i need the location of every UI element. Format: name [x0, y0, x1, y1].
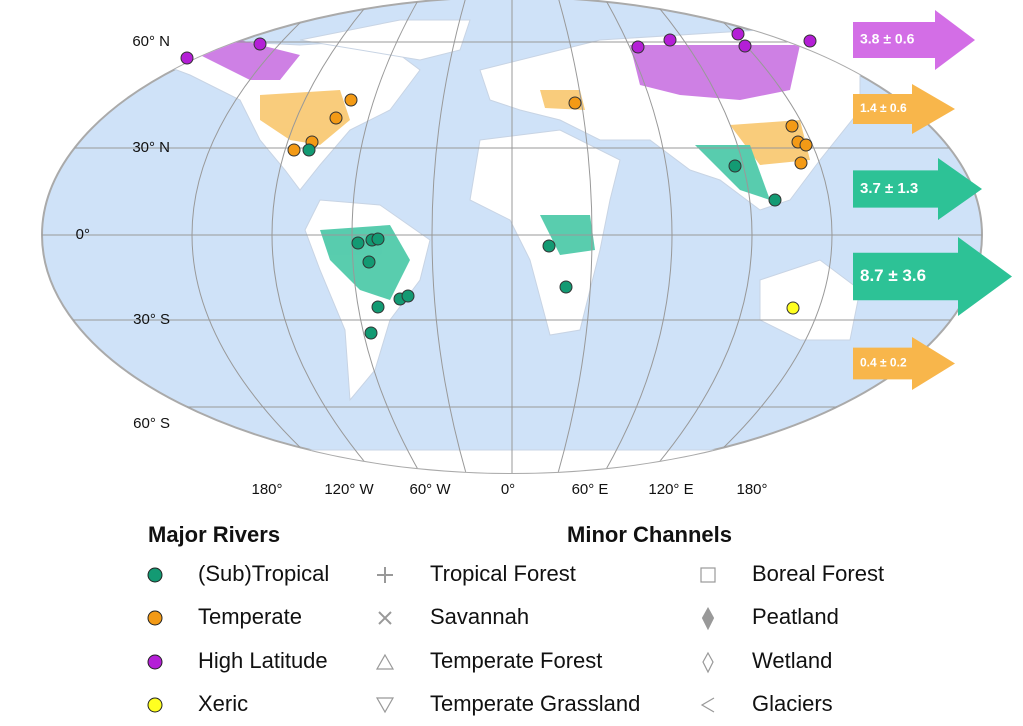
lat-label: 60° N [132, 33, 170, 50]
site [542, 239, 556, 253]
site [364, 326, 378, 340]
legend-symbol [147, 697, 163, 713]
site [329, 111, 343, 125]
greenland [299, 19, 471, 61]
flux-arrow [853, 158, 982, 220]
site [568, 96, 582, 110]
lat-label: 30° N [132, 139, 170, 156]
flux-label: 0.4 ± 0.2 [860, 356, 907, 370]
flux-label: 1.4 ± 0.6 [860, 101, 907, 115]
river-sites [180, 27, 817, 340]
basin [260, 90, 350, 145]
legend-symbol [700, 697, 715, 713]
site [799, 138, 813, 152]
site [362, 255, 376, 269]
meridian [351, 0, 425, 473]
legend-symbol [147, 567, 163, 583]
lon-label: 60° W [409, 481, 451, 498]
axis-labels: 60° N 30° N 0° 30° S 60° S 180° 120° W 60° W 0° 6… [76, 33, 768, 498]
site [794, 156, 808, 170]
site [631, 40, 645, 54]
legend-title: Minor Channels [567, 522, 732, 547]
legend-label: Tropical Forest [430, 561, 576, 586]
site [302, 143, 316, 157]
legend-symbol [700, 567, 716, 583]
lon-label: 120° E [648, 481, 693, 498]
lat-label: 30° S [133, 311, 170, 328]
flux-label: 3.7 ± 1.3 [860, 180, 918, 197]
legend-label: Glaciers [752, 691, 833, 716]
meridian [643, 0, 753, 473]
legend-label: Boreal Forest [752, 561, 884, 586]
lon-label: 120° W [324, 481, 374, 498]
flux-arrow [853, 237, 1012, 316]
lon-label: 180° [251, 481, 282, 498]
africa [469, 129, 621, 336]
basin [695, 145, 770, 200]
legend-label: Peatland [752, 604, 839, 629]
legend-title: Major Rivers [148, 522, 280, 547]
lon-label: 180° [736, 481, 767, 498]
flux-label: 8.7 ± 3.6 [860, 266, 926, 285]
site [768, 193, 782, 207]
meridian [271, 0, 381, 473]
meridian [555, 0, 593, 473]
flux-arrow [853, 337, 955, 390]
site [786, 301, 800, 315]
site [728, 159, 742, 173]
legend-label: Xeric [198, 691, 248, 716]
meridian [191, 0, 337, 473]
legend-label: Temperate Forest [430, 648, 602, 673]
site [401, 289, 415, 303]
legend-label: Savannah [430, 604, 529, 629]
site [371, 300, 385, 314]
legend-label: Temperate Grassland [430, 691, 640, 716]
legend-symbol [378, 611, 392, 625]
meridian [599, 0, 673, 473]
legend-label: Temperate [198, 604, 302, 629]
site [253, 37, 267, 51]
site [663, 33, 677, 47]
flux-arrows: 3.8 ± 0.6 1.4 ± 0.6 3.7 ± 1.3 8.7 ± 3.6 0.4 … [853, 10, 1012, 390]
flux-label: 3.8 ± 0.6 [860, 31, 915, 47]
antarctica [79, 449, 951, 473]
flux-arrow [853, 10, 975, 70]
site [731, 27, 745, 41]
legend-symbol [375, 697, 395, 714]
lon-label: 0° [501, 481, 515, 498]
meridian [687, 0, 833, 473]
legend-label: (Sub)Tropical [198, 561, 329, 586]
legend-symbol [377, 567, 393, 583]
lat-label: 60° S [133, 415, 170, 432]
legend-symbol [702, 651, 714, 674]
site [803, 34, 817, 48]
lon-label: 60° E [572, 481, 609, 498]
legend-symbol [701, 606, 715, 631]
site [738, 39, 752, 53]
basin [190, 40, 300, 80]
site [785, 119, 799, 133]
legend-symbol [147, 654, 163, 670]
site [371, 232, 385, 246]
legend-symbol [147, 610, 163, 626]
site [559, 280, 573, 294]
site [344, 93, 358, 107]
legend-label: High Latitude [198, 648, 328, 673]
lat-label: 0° [76, 226, 90, 243]
flux-arrow [853, 84, 955, 134]
site [351, 236, 365, 250]
site [287, 143, 301, 157]
legend-label: Wetland [752, 648, 832, 673]
site [180, 51, 194, 65]
meridian [431, 0, 469, 473]
legend-symbol [375, 653, 395, 670]
legend-symbols [375, 567, 716, 714]
